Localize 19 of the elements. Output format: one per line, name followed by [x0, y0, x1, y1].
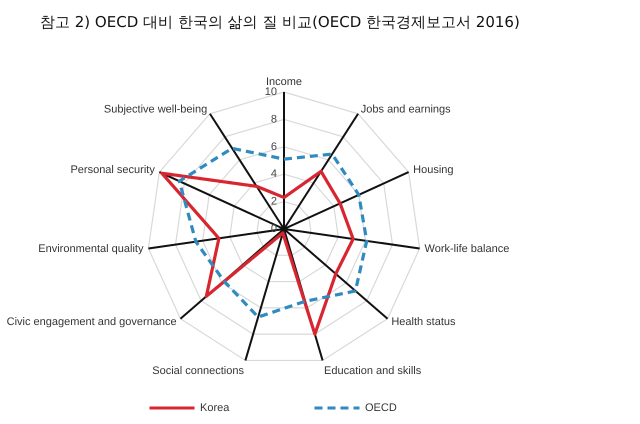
y-tick-label: 10	[264, 86, 277, 98]
spoke-label: Personal security	[70, 164, 156, 176]
spoke-label: Environmental quality	[38, 243, 144, 256]
spoke-label: Subjective well-being	[104, 104, 208, 116]
spoke-label: Civic engagement and governance	[6, 316, 177, 328]
chart-title: 참고 2) OECD 대비 한국의 삶의 질 비교(OECD 한국경제보고서 2016)	[40, 13, 520, 31]
spoke-label: Health status	[391, 316, 456, 328]
legend-label: Korea	[200, 402, 230, 414]
spoke-label: Housing	[413, 164, 454, 176]
spoke-label: Education and skills	[324, 365, 422, 378]
spoke-label: Work-life balance	[424, 243, 510, 256]
spoke-label: Social connections	[152, 365, 244, 378]
y-tick-label: 8	[270, 113, 277, 126]
y-tick-label: 4	[270, 168, 277, 180]
spoke-label: Income	[266, 76, 302, 88]
legend-label: OECD	[365, 402, 397, 414]
y-tick-label: 6	[270, 140, 277, 153]
y-tick-label: 2	[270, 196, 277, 208]
spoke-label: Jobs and earnings	[360, 104, 452, 116]
